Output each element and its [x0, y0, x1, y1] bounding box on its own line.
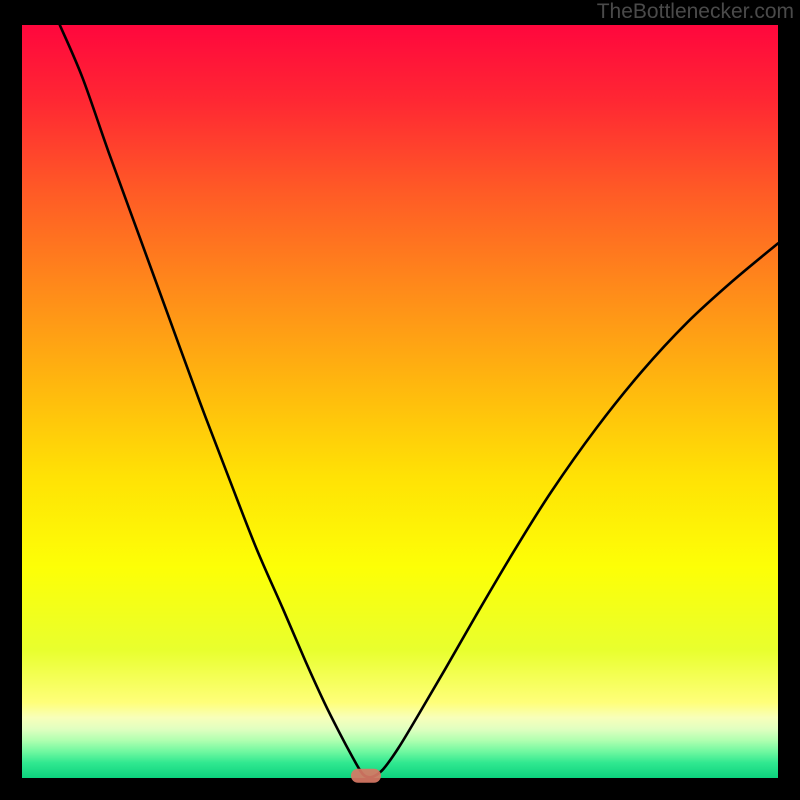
- chart-background: [22, 25, 778, 778]
- optimum-marker: [351, 769, 381, 783]
- watermark-text: TheBottlenecker.com: [597, 0, 794, 24]
- bottleneck-chart: [0, 0, 800, 800]
